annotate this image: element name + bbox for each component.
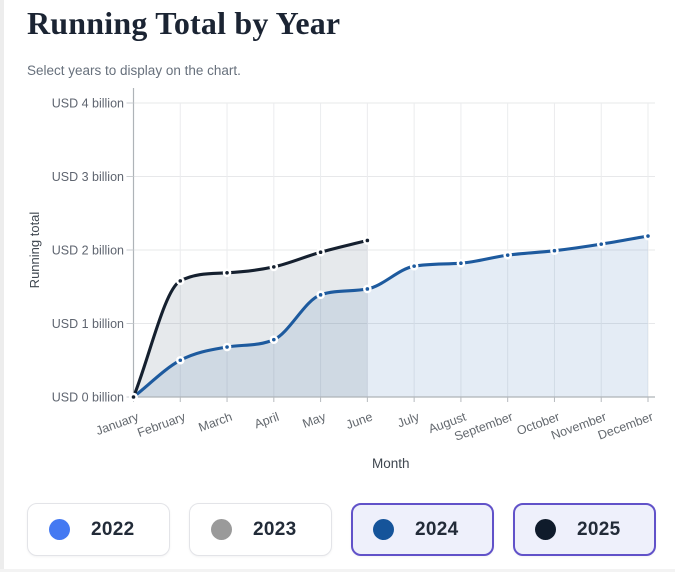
- year-button-2022[interactable]: 2022: [27, 503, 170, 556]
- series-points-2024: [129, 231, 653, 402]
- y-axis-tick-labels: USD 0 billion USD 1 billion USD 2 billion U…: [52, 97, 124, 405]
- data-point-2024-June[interactable]: [363, 284, 372, 294]
- series-points-2025: [129, 236, 372, 402]
- data-point-2025-February[interactable]: [175, 276, 185, 286]
- page-subtitle: Select years to display on the chart.: [27, 63, 241, 78]
- year-button-2023[interactable]: 2023: [189, 503, 332, 556]
- year-button-label: 2024: [415, 518, 459, 540]
- svg-text:USD 1 billion: USD 1 billion: [52, 317, 124, 331]
- series-area-2025: [133, 240, 368, 397]
- svg-text:February: February: [135, 409, 187, 440]
- year-button-2024[interactable]: 2024: [351, 503, 494, 556]
- page-bottom-divider: [0, 569, 675, 572]
- svg-text:July: July: [395, 409, 421, 430]
- data-point-2025-January[interactable]: [129, 392, 138, 402]
- data-point-2025-June[interactable]: [363, 236, 372, 245]
- data-point-2024-October[interactable]: [550, 246, 559, 256]
- data-point-2024-November[interactable]: [596, 239, 606, 249]
- year-dot-2025-icon: [535, 519, 556, 540]
- year-dot-2023-icon: [211, 519, 232, 540]
- data-point-2025-April[interactable]: [269, 262, 279, 272]
- data-point-2024-December[interactable]: [643, 231, 653, 241]
- data-point-2024-March[interactable]: [222, 342, 232, 352]
- year-button-label: 2022: [91, 518, 135, 540]
- svg-text:USD 0 billion: USD 0 billion: [52, 391, 124, 405]
- data-point-2024-August[interactable]: [456, 258, 466, 268]
- svg-text:USD 3 billion: USD 3 billion: [52, 170, 124, 184]
- data-point-2024-May[interactable]: [316, 290, 325, 300]
- year-dot-2024-icon: [373, 519, 394, 540]
- year-button-label: 2023: [253, 518, 297, 540]
- y-axis-title: Running total: [27, 212, 42, 289]
- year-button-label: 2025: [577, 518, 621, 540]
- data-point-2024-February[interactable]: [175, 355, 185, 365]
- year-button-2025[interactable]: 2025: [513, 503, 656, 556]
- svg-text:March: March: [197, 410, 234, 435]
- svg-text:April: April: [253, 410, 281, 432]
- svg-text:USD 2 billion: USD 2 billion: [52, 244, 124, 258]
- page-left-divider: [0, 0, 4, 572]
- series-area-2024: [133, 236, 648, 397]
- year-dot-2022-icon: [49, 519, 70, 540]
- data-point-2024-April[interactable]: [269, 335, 279, 344]
- data-point-2024-July[interactable]: [409, 261, 419, 271]
- x-axis-title: Month: [372, 456, 410, 471]
- data-point-2025-March[interactable]: [222, 268, 232, 278]
- data-point-2024-September[interactable]: [503, 250, 512, 260]
- svg-text:May: May: [301, 409, 329, 430]
- page-title: Running Total by Year: [27, 5, 341, 41]
- svg-text:June: June: [344, 410, 374, 432]
- svg-text:USD 4 billion: USD 4 billion: [52, 97, 124, 111]
- year-legend: 2022 2023 2024 2025: [27, 503, 656, 556]
- data-point-2025-May[interactable]: [316, 247, 325, 257]
- svg-text:January: January: [94, 409, 141, 438]
